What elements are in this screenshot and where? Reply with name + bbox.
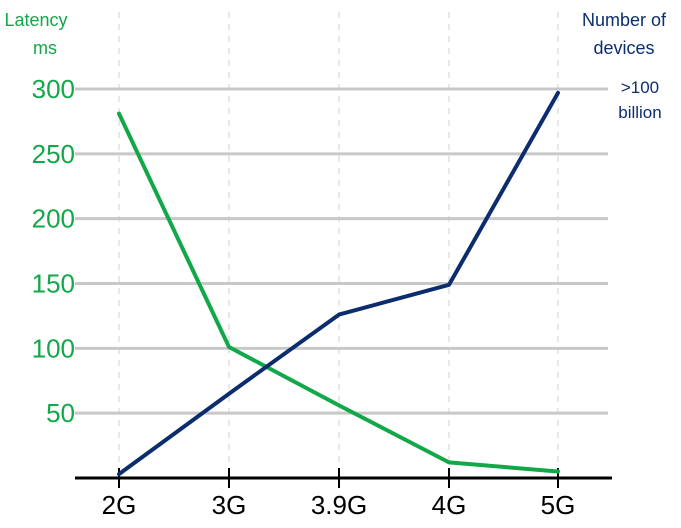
x-tick-label-0: 2G	[102, 490, 137, 520]
y-tick-label-300: 300	[32, 74, 75, 104]
horizontal-gridlines	[75, 87, 608, 415]
y-tick-labels: 50 100 150 200 250 300	[32, 74, 75, 428]
x-tick-label-4: 5G	[541, 490, 576, 520]
right-axis-annotation-line2: billion	[618, 103, 661, 122]
series-lines	[117, 90, 560, 477]
x-tick-label-1: 3G	[212, 490, 247, 520]
y-tick-label-200: 200	[32, 204, 75, 234]
vertical-gridlines	[118, 12, 559, 478]
x-tick-label-3: 4G	[432, 490, 467, 520]
right-axis-title-line1: Number of	[582, 10, 667, 30]
y-tick-label-150: 150	[32, 269, 75, 299]
y-tick-label-100: 100	[32, 333, 75, 363]
left-axis-title-line2: ms	[33, 38, 57, 58]
left-axis-title-line1: Latency	[4, 10, 67, 30]
y-tick-label-250: 250	[32, 139, 75, 169]
right-axis-title-line2: devices	[593, 38, 654, 58]
x-tick-labels: 2G 3G 3.9G 4G 5G	[102, 490, 576, 520]
y-tick-label-50: 50	[46, 398, 75, 428]
x-tick-label-2: 3.9G	[311, 490, 367, 520]
series-line-1	[117, 90, 560, 477]
right-axis-annotation-line1: >100	[621, 78, 659, 97]
series-line-0	[117, 111, 560, 474]
